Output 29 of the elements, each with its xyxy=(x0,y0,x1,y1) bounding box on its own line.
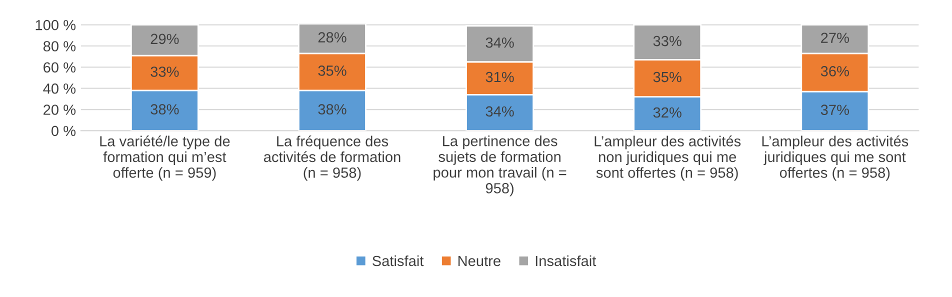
legend-label: Insatisfait xyxy=(536,255,596,266)
x-tick-label: L’ampleur des activités juridiques qui me sont offertes (n = 958) xyxy=(762,136,908,181)
data-label: 36% xyxy=(820,66,849,76)
x-tick-label: La variété/le type de formation qui m’est offerte (n = 959) xyxy=(100,136,230,181)
data-label: 35% xyxy=(653,72,682,82)
data-label: 35% xyxy=(318,66,346,76)
data-label: 38% xyxy=(150,104,179,114)
y-tick-label: 60 % xyxy=(44,62,76,73)
y-tick-label: 100 % xyxy=(36,20,76,30)
data-label: 37% xyxy=(820,104,849,116)
data-label: 31% xyxy=(486,72,514,82)
legend-label: Satisfait xyxy=(372,255,424,266)
data-label: 27% xyxy=(821,32,849,43)
data-label: 32% xyxy=(653,107,682,118)
y-tick-label: 20 % xyxy=(44,104,76,115)
data-label: 38% xyxy=(318,104,346,114)
x-tick-label: La fréquence des activités de formation (n = 958) xyxy=(264,136,400,181)
data-label: 34% xyxy=(486,106,514,117)
data-label: 34% xyxy=(486,37,514,48)
y-tick-label: 40 % xyxy=(43,83,76,94)
legend-label: Neutre xyxy=(458,256,500,266)
y-tick-label: 80 % xyxy=(43,41,76,52)
data-label: 28% xyxy=(318,32,346,42)
data-label: 29% xyxy=(150,34,179,44)
x-tick-label: La pertinence des sujets de formation pour mon travail (n = 958) xyxy=(434,136,566,196)
data-label: 33% xyxy=(653,36,682,46)
y-tick-label: 0 % xyxy=(52,126,76,136)
x-tick-label: L’ampleur des activités non juridiques qui me sont offertes (n = 958) xyxy=(594,136,741,181)
data-label: 33% xyxy=(150,66,179,77)
